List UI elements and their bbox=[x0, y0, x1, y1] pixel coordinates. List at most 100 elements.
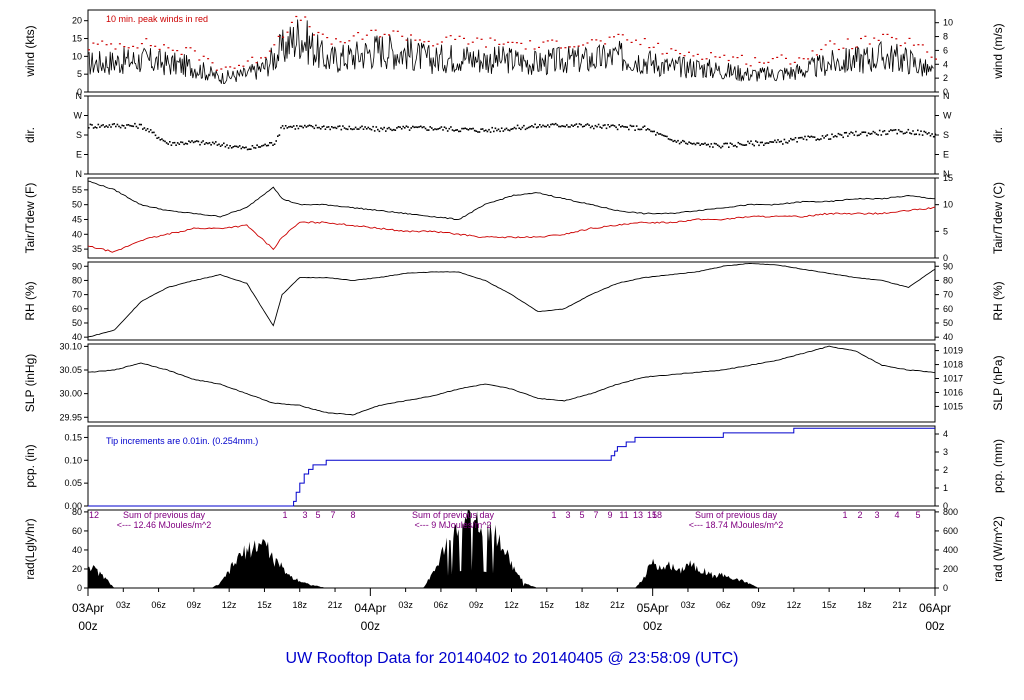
direction-point bbox=[915, 133, 917, 135]
peak-wind-mark bbox=[145, 38, 148, 40]
panel-rh-frame bbox=[87, 261, 936, 341]
direction-point bbox=[283, 127, 285, 130]
direction-point bbox=[870, 132, 873, 135]
x-date-sublabel: 00z bbox=[643, 619, 662, 633]
direction-point bbox=[450, 126, 452, 128]
direction-point bbox=[612, 124, 614, 126]
direction-point bbox=[261, 145, 263, 147]
peak-wind-mark bbox=[546, 40, 549, 42]
direction-point bbox=[623, 126, 625, 128]
panel-dir-left-tick-label: N bbox=[76, 91, 83, 101]
direction-point bbox=[888, 130, 890, 133]
direction-point bbox=[505, 127, 508, 130]
direction-point bbox=[650, 130, 652, 133]
direction-point bbox=[88, 127, 90, 129]
x-hour-label: 12z bbox=[222, 600, 237, 610]
peak-wind-mark bbox=[229, 66, 232, 68]
direction-point bbox=[626, 126, 628, 128]
direction-point bbox=[383, 126, 385, 129]
direction-point bbox=[820, 138, 822, 140]
direction-point bbox=[180, 141, 182, 143]
direction-point bbox=[453, 130, 455, 132]
peak-wind-mark bbox=[648, 47, 651, 49]
direction-point bbox=[146, 128, 149, 130]
panel-rh-right-label: RH (%) bbox=[991, 281, 1005, 320]
direction-point bbox=[413, 126, 416, 129]
direction-point bbox=[934, 133, 937, 136]
direction-point bbox=[351, 128, 354, 131]
direction-point bbox=[89, 123, 92, 126]
direction-point bbox=[534, 123, 536, 126]
direction-point bbox=[364, 126, 366, 128]
peak-wind-mark bbox=[277, 35, 280, 37]
direction-point bbox=[148, 130, 150, 133]
panel-rh-series-0 bbox=[87, 262, 936, 338]
direction-point bbox=[523, 124, 525, 127]
direction-point bbox=[399, 126, 401, 128]
direction-point bbox=[292, 125, 295, 127]
panel-temp-right-tick-label: 15 bbox=[943, 173, 953, 183]
direction-point bbox=[809, 136, 811, 138]
peak-wind-mark bbox=[864, 35, 867, 37]
peak-wind-mark bbox=[749, 65, 752, 67]
direction-point bbox=[777, 139, 779, 141]
direction-point bbox=[343, 127, 346, 129]
direction-point bbox=[824, 135, 827, 137]
panel-pcp-right-tick-label: 2 bbox=[943, 465, 948, 475]
direction-point bbox=[693, 142, 695, 145]
panel-rh-left-label: RH (%) bbox=[23, 281, 37, 320]
x-hour-label: 18z bbox=[857, 600, 872, 610]
peak-wind-mark bbox=[586, 42, 589, 44]
direction-point bbox=[132, 125, 135, 128]
direction-point bbox=[643, 125, 646, 127]
direction-point bbox=[639, 128, 641, 131]
direction-point bbox=[234, 145, 236, 147]
direction-point bbox=[134, 122, 136, 125]
direction-point bbox=[677, 139, 679, 142]
peak-wind-mark bbox=[860, 37, 862, 40]
panel-temp-series-1 bbox=[87, 206, 936, 253]
direction-point bbox=[704, 142, 706, 145]
direction-point bbox=[408, 129, 411, 131]
peak-wind-mark bbox=[238, 64, 240, 66]
direction-point bbox=[257, 146, 260, 148]
direction-point bbox=[682, 139, 684, 142]
panel-wind-frame bbox=[87, 9, 936, 93]
direction-point bbox=[736, 146, 738, 148]
direction-point bbox=[929, 134, 932, 137]
peak-wind-mark bbox=[538, 46, 540, 48]
direction-point bbox=[324, 128, 327, 130]
direction-point bbox=[732, 145, 735, 147]
peak-wind-mark bbox=[723, 54, 726, 56]
peak-wind-mark bbox=[489, 37, 492, 39]
direction-point bbox=[405, 125, 408, 127]
peak-wind-mark bbox=[515, 42, 518, 44]
peak-wind-mark bbox=[427, 40, 430, 42]
direction-point bbox=[821, 135, 824, 137]
direction-point bbox=[356, 128, 358, 130]
peak-wind-mark bbox=[635, 39, 637, 41]
direction-point bbox=[666, 135, 668, 138]
peak-wind-mark bbox=[330, 43, 333, 45]
direction-point bbox=[248, 148, 250, 150]
direction-point bbox=[620, 126, 622, 128]
direction-point bbox=[456, 129, 458, 131]
peak-wind-mark bbox=[396, 30, 399, 32]
direction-point bbox=[486, 130, 489, 133]
peak-wind-mark bbox=[105, 44, 108, 46]
panel-wind-left-tick-label: 20 bbox=[72, 16, 82, 26]
direction-point bbox=[594, 124, 597, 127]
direction-point bbox=[502, 130, 505, 132]
direction-point bbox=[783, 138, 786, 141]
daily-sum-value: <--- 12.46 MJoules/m^2 bbox=[117, 520, 212, 530]
panel-rad-right-tick-label: 400 bbox=[943, 545, 958, 555]
direction-point bbox=[367, 126, 370, 129]
peak-wind-mark bbox=[374, 29, 377, 31]
peak-wind-mark bbox=[339, 41, 342, 43]
direction-point bbox=[427, 129, 430, 131]
direction-point bbox=[807, 135, 809, 138]
peak-wind-mark bbox=[304, 16, 307, 18]
peak-wind-mark bbox=[736, 57, 739, 59]
direction-point bbox=[200, 141, 203, 144]
direction-point bbox=[653, 130, 655, 133]
